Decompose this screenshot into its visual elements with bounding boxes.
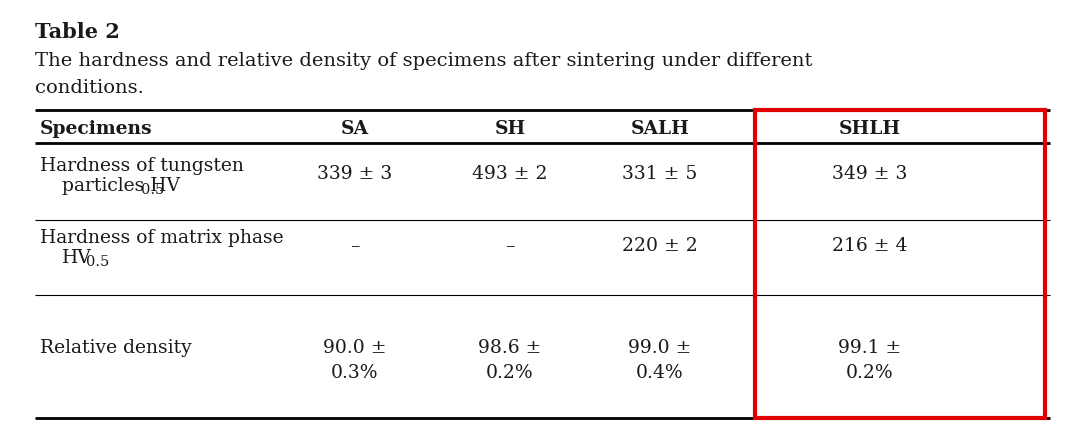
Text: 0.4%: 0.4%: [636, 364, 684, 382]
Text: 90.0 ±: 90.0 ±: [323, 339, 387, 357]
Text: The hardness and relative density of specimens after sintering under different: The hardness and relative density of spe…: [35, 52, 812, 70]
Text: conditions.: conditions.: [35, 79, 144, 97]
Text: –: –: [505, 237, 515, 255]
Text: 99.0 ±: 99.0 ±: [629, 339, 691, 357]
Text: 0.5: 0.5: [86, 255, 109, 269]
Text: 339 ± 3: 339 ± 3: [318, 165, 393, 183]
Text: 0.2%: 0.2%: [486, 364, 534, 382]
Text: –: –: [350, 237, 360, 255]
Text: Hardness of tungsten: Hardness of tungsten: [40, 157, 244, 175]
Text: SH: SH: [495, 120, 526, 138]
Text: Relative density: Relative density: [40, 339, 192, 357]
Text: SALH: SALH: [631, 120, 689, 138]
Text: SHLH: SHLH: [839, 120, 901, 138]
Text: 331 ± 5: 331 ± 5: [622, 165, 698, 183]
Text: 0.2%: 0.2%: [847, 364, 894, 382]
Text: particles HV: particles HV: [62, 177, 180, 195]
Text: 349 ± 3: 349 ± 3: [833, 165, 907, 183]
Text: 99.1 ±: 99.1 ±: [838, 339, 902, 357]
Text: 220 ± 2: 220 ± 2: [622, 237, 698, 255]
Text: Hardness of matrix phase: Hardness of matrix phase: [40, 229, 284, 247]
Text: HV: HV: [62, 249, 92, 267]
Text: 493 ± 2: 493 ± 2: [472, 165, 548, 183]
Text: 0.5: 0.5: [141, 183, 164, 197]
Text: Specimens: Specimens: [40, 120, 152, 138]
Bar: [755, 110, 1045, 418]
Text: Table 2: Table 2: [35, 22, 120, 42]
Text: 98.6 ±: 98.6 ±: [478, 339, 542, 357]
Text: SA: SA: [341, 120, 369, 138]
Text: 216 ± 4: 216 ± 4: [833, 237, 908, 255]
Text: 0.3%: 0.3%: [332, 364, 379, 382]
